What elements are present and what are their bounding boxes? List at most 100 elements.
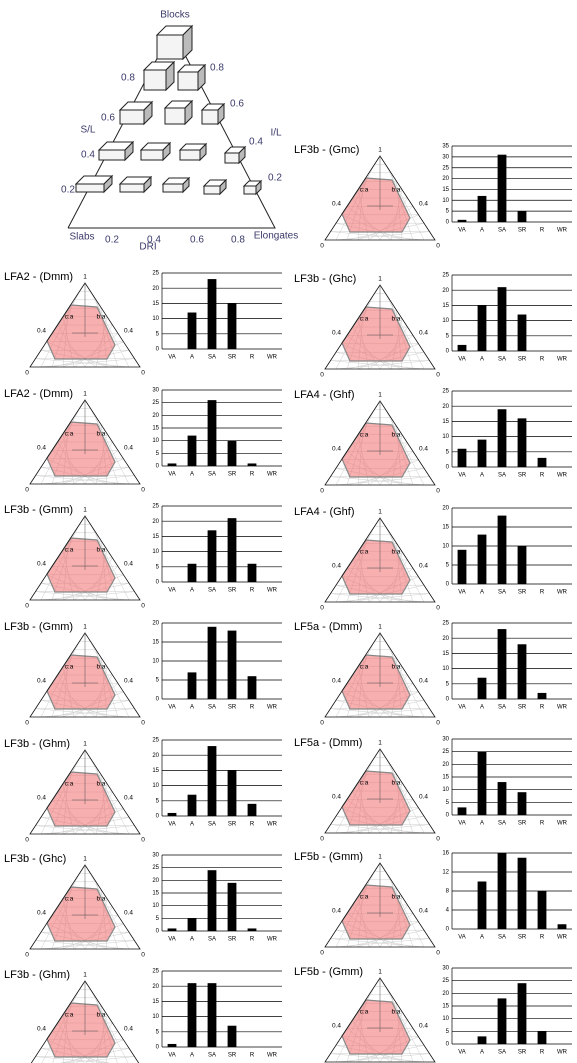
x-tick-label: SA <box>498 821 506 827</box>
x-tick-label: VA <box>458 1050 466 1056</box>
panel-title: LF5a - (Dmm) <box>294 737 362 749</box>
block-front <box>162 183 184 193</box>
y-tick-label: 0 <box>446 582 450 588</box>
ternary-label: b:a <box>96 547 105 554</box>
y-tick-label: 10 <box>442 434 449 440</box>
bar <box>227 770 237 816</box>
ternary-label: 0 <box>141 487 145 494</box>
ternary-label: 0 <box>436 372 440 379</box>
x-tick-label: VA <box>458 705 466 711</box>
block-front <box>201 109 219 125</box>
diagram-label: 0.8 <box>231 235 245 246</box>
bar <box>477 439 487 467</box>
ternary-label: b:a <box>391 664 400 671</box>
x-tick-label: SA <box>498 590 506 596</box>
bar <box>167 463 177 466</box>
ternary-label: b:a <box>96 314 105 321</box>
x-tick-label: A <box>480 473 484 479</box>
panel-title: LF5a - (Dmm) <box>294 621 362 633</box>
y-tick-label: 5 <box>156 451 160 457</box>
ternary-label: 0 <box>436 488 440 495</box>
ternary-label: c:a <box>360 187 369 194</box>
y-tick-label: 15 <box>442 1004 449 1010</box>
diagram-label: 0.8 <box>121 73 135 84</box>
diagram-label: 0.8 <box>210 63 224 74</box>
bar <box>497 853 507 929</box>
bar <box>187 672 197 699</box>
block-front <box>177 71 199 91</box>
ternary-grid <box>35 1056 110 1063</box>
ternary-frame <box>324 284 436 370</box>
block-side <box>219 178 227 196</box>
ternary-label: 0 <box>436 836 440 843</box>
x-tick-label: VA <box>168 937 176 943</box>
bar <box>167 1043 177 1047</box>
ternary-frame <box>324 862 436 948</box>
ternary-label: 0.4 <box>37 795 46 802</box>
diagram-label: 0.2 <box>61 185 75 196</box>
bar <box>187 312 197 349</box>
ternary-label: 0.4 <box>124 1026 133 1033</box>
x-tick-label: VA <box>458 821 466 827</box>
x-tick-label: R <box>540 821 545 827</box>
ternary-label: 0.4 <box>37 910 46 917</box>
y-tick-label: 0 <box>156 814 160 820</box>
diagram-label: 0.2 <box>105 235 119 246</box>
y-tick-label: 25 <box>152 504 159 510</box>
ternary-label: b:a <box>96 1012 105 1019</box>
y-tick-label: 10 <box>152 1014 159 1020</box>
y-tick-label: 0 <box>156 347 160 353</box>
y-tick-label: 30 <box>152 853 159 859</box>
ternary-label: 0.4 <box>332 330 341 337</box>
y-tick-label: 0 <box>446 813 450 819</box>
bar <box>477 534 487 584</box>
ternary-grid <box>90 989 129 1063</box>
y-tick-label: 5 <box>446 333 450 339</box>
y-tick-label: 10 <box>152 659 159 665</box>
y-tick-label: 10 <box>442 544 449 550</box>
y-tick-label: 15 <box>442 419 449 425</box>
bar <box>537 891 547 929</box>
ternary-label: 0.4 <box>37 678 46 685</box>
x-tick-label: R <box>250 588 255 594</box>
ternary-label: 0 <box>320 836 324 843</box>
ternary-label: b:a <box>96 431 105 438</box>
x-tick-label: R <box>540 1050 545 1056</box>
x-tick-label: VA <box>168 1053 176 1059</box>
x-tick-label: A <box>480 705 484 711</box>
ternary-frame <box>324 977 436 1063</box>
block-side <box>143 175 152 194</box>
panel-title: LFA2 - (Dmm) <box>4 388 73 400</box>
diagram-label: 0.4 <box>249 137 263 148</box>
ternary-label: c:a <box>65 781 74 788</box>
y-tick-label: 8 <box>446 889 450 895</box>
panel-title: LFA4 - (Ghf) <box>294 389 355 401</box>
ternary-label: b:a <box>96 781 105 788</box>
bar <box>477 881 487 929</box>
diagram-label: 0.6 <box>230 99 244 110</box>
ternary-frame <box>29 632 141 718</box>
ternary-label: 1 <box>83 507 87 514</box>
x-tick-label: SA <box>498 473 506 479</box>
bar <box>497 998 507 1044</box>
ternary-label: 0.4 <box>419 794 428 801</box>
ternary-label: 0.4 <box>37 1026 46 1033</box>
ternary-grid <box>90 641 130 718</box>
block-side <box>165 60 175 92</box>
panel-title: LF3b - (Gmc) <box>294 144 359 156</box>
x-tick-label: A <box>480 357 484 363</box>
panel-title: LF5b - (Gmm) <box>294 851 363 863</box>
ternary-grid <box>330 231 425 241</box>
x-tick-label: SA <box>498 935 506 941</box>
ternary-grid <box>90 524 130 601</box>
y-tick-label: 10 <box>152 903 159 909</box>
bar <box>207 983 217 1047</box>
ternary-label: c:a <box>360 1009 369 1016</box>
ternary-label: 0 <box>320 243 324 250</box>
ternary-label: c:a <box>65 314 74 321</box>
x-tick-label: WR <box>267 937 278 943</box>
ternary-label: 1 <box>83 741 87 748</box>
block-front <box>119 183 145 193</box>
ternary-label: 0.4 <box>419 563 428 570</box>
